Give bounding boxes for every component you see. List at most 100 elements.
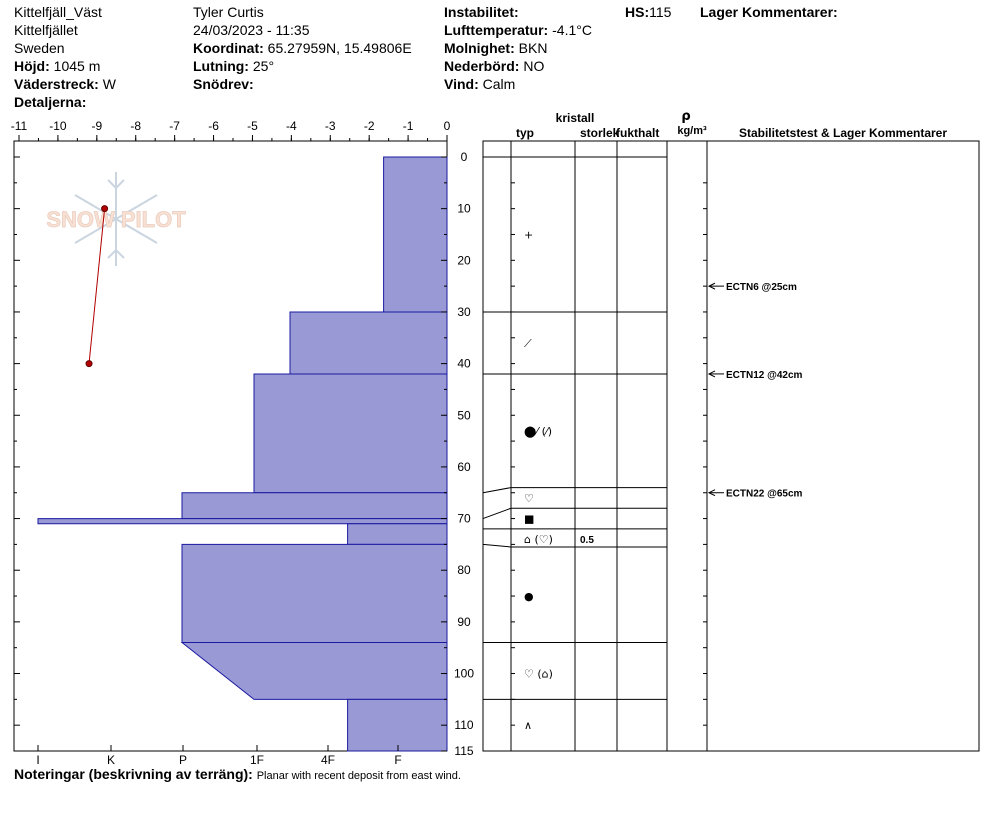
stability-arrowhead [707, 489, 716, 497]
temp-tick-label: 0 [444, 119, 451, 133]
col-rho: ρ [681, 109, 690, 124]
hs-value: 115 [649, 4, 672, 20]
layer-connector [482, 487, 512, 494]
col-type: typ [516, 126, 534, 140]
depth-tick-label: 0 [461, 150, 468, 164]
aspect-value: W [102, 76, 116, 92]
temp-point [101, 205, 109, 213]
hardness-axis: I K P 1F 4F F [36, 745, 402, 767]
observer-name: Tyler Curtis [193, 4, 264, 20]
grain-symbol: ∧ [524, 719, 532, 732]
grain-symbol: ⌂ (♡) [524, 533, 553, 546]
depth-tick-label: 10 [457, 202, 471, 216]
elevation-label: Höjd: [14, 58, 50, 74]
drift-row: Snödrev: [193, 75, 412, 93]
coord-value: 65.27959N, 15.49806E [267, 40, 412, 56]
airtemp-row: Lufttemperatur: -4.1°C [444, 21, 592, 39]
depth-tick-label: 115 [454, 744, 473, 758]
slope-label: Lutning: [193, 58, 249, 74]
aspect-label: Väderstreck: [14, 76, 99, 92]
hardness-tick-label: 1F [250, 753, 264, 767]
hardness-bar [289, 311, 448, 375]
drift-label: Snödrev: [193, 76, 254, 92]
layer-table-frame [482, 140, 980, 752]
depth-tick-label: 70 [457, 512, 471, 526]
header-left: Kittelfjäll_Väst Kittelfjället Sweden Hö… [14, 3, 116, 111]
layer-comments-heading: Lager Kommentarer: [700, 4, 838, 20]
country-name: Sweden [14, 40, 65, 56]
wind-row: Vind: Calm [444, 75, 592, 93]
hardness-tick-label: P [179, 753, 187, 767]
hardness-tick-label: 4F [321, 753, 335, 767]
depth-tick-label: 100 [454, 667, 474, 681]
hardness-bar [37, 518, 448, 525]
col-crystal: kristall [556, 111, 595, 125]
temperature-profile [85, 205, 109, 368]
hardness-bar [347, 523, 448, 545]
temp-tick-label: -10 [49, 119, 67, 133]
depth-tick-label: 80 [457, 563, 471, 577]
temp-point [85, 360, 93, 368]
hardness-bar [181, 492, 448, 520]
depth-tick-label: 60 [457, 460, 471, 474]
elevation-row: Höjd: 1045 m [14, 57, 116, 75]
temp-tick-label: -6 [208, 119, 219, 133]
hardness-tick-label: F [394, 753, 401, 767]
stability-test-label: ECTN12 @42cm [726, 370, 803, 381]
slope-value: 25° [252, 58, 275, 74]
temp-tick-label: -4 [286, 119, 297, 133]
col-size: storlek [580, 126, 620, 140]
layer-table: + ⟋ ⬤⁄ (⁄) ♡ ■ ⌂ (♡) 0.5 ● ♡ (⌂) ∧ ECTN6 @25cm ECTN… [482, 141, 803, 751]
grain-symbol: + [524, 228, 533, 241]
temp-tick-label: -7 [169, 119, 180, 133]
depth-tick-label: 30 [457, 305, 471, 319]
coord-row: Koordinat: 65.27959N, 15.49806E [193, 39, 412, 57]
temp-tick-label: -11 [11, 119, 28, 133]
hardness-bar [180, 642, 448, 700]
depth-tick-label: 110 [454, 718, 473, 732]
temp-tick-label: -3 [325, 119, 336, 133]
precip-value: NO [523, 58, 545, 74]
precip-row: Nederbörd: NO [444, 57, 592, 75]
col-stability: Stabilitetstest & Lager Kommentarer [739, 126, 947, 140]
obs-datetime: 24/03/2023 - 11:35 [193, 22, 310, 38]
temp-tick-label: -5 [247, 119, 258, 133]
snowpilot-logo: SNOW PILOT [46, 172, 187, 266]
grain-symbol: ⬤⁄ (⁄) [524, 425, 552, 438]
hardness-bar [253, 373, 448, 494]
temperature-axis: -11 -10 -9 -8 -7 -6 -5 -4 -3 -2 -1 0 [11, 119, 451, 141]
col-moisture: fukthalt [616, 126, 659, 140]
depth-tick-label: 50 [457, 408, 471, 422]
hardness-tick-label: I [36, 753, 39, 767]
wind-label: Vind: [444, 76, 479, 92]
hs-label: HS: [625, 4, 650, 20]
grain-symbol: ■ [524, 513, 534, 526]
slope-row: Lutning: 25° [193, 57, 412, 75]
depth-tick-label: 90 [457, 615, 471, 629]
hs-row: HS:115 [625, 3, 671, 21]
hardness-bars [37, 156, 448, 752]
stability-arrowhead [707, 370, 716, 378]
elevation-value: 1045 m [53, 58, 101, 74]
stability-arrowhead [707, 282, 716, 290]
grain-symbol: ♡ [524, 492, 534, 505]
grain-symbol: ♡ (⌂) [524, 668, 553, 681]
header-mid: Tyler Curtis 24/03/2023 - 11:35 Koordina… [193, 3, 412, 93]
depth-tick-label: 40 [457, 357, 471, 371]
instability-row: Instabilitet: [444, 3, 592, 21]
layer-connector [482, 507, 512, 520]
temp-tick-label: -2 [364, 119, 375, 133]
sky-label: Molnighet: [444, 40, 515, 56]
temp-tick-label: -1 [403, 119, 414, 133]
wind-value: Calm [482, 76, 516, 92]
area-name: Kittelfjället [14, 22, 78, 38]
terrain-notes: Noteringar (beskrivning av terräng): Pla… [14, 766, 461, 782]
temp-tick-label: -9 [91, 119, 102, 133]
coord-label: Koordinat: [193, 40, 264, 56]
logo-text: SNOW PILOT [46, 207, 186, 232]
temp-tick-label: -8 [130, 119, 141, 133]
grain-size: 0.5 [580, 535, 594, 546]
header-right: Instabilitet: Lufttemperatur: -4.1°C Mol… [444, 3, 592, 93]
depth-axis: 0 10 20 30 40 50 60 70 80 90 100 110 115 [14, 150, 474, 758]
